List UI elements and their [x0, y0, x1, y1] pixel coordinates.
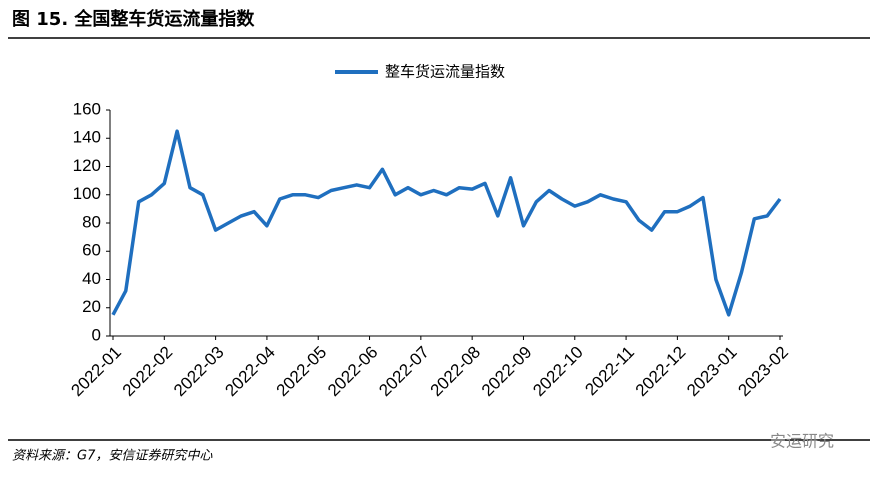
x-tick-label: 2022-02	[119, 343, 177, 401]
y-tick-label: 20	[82, 297, 101, 316]
chart-title: 图 15. 全国整车货运流量指数	[12, 8, 255, 30]
x-tick-label: 2022-01	[67, 343, 125, 401]
x-tick-label: 2023-02	[734, 343, 792, 401]
y-tick-label: 60	[82, 241, 101, 260]
y-tick-label: 40	[82, 269, 101, 288]
x-tick-label: 2022-08	[427, 343, 485, 401]
y-tick-label: 120	[73, 156, 101, 175]
x-tick-label: 2022-11	[581, 343, 638, 400]
y-tick-label: 80	[82, 212, 101, 231]
y-tick-label: 100	[73, 184, 101, 203]
legend-label: 整车货运流量指数	[385, 63, 505, 81]
x-tick-label: 2022-03	[170, 343, 228, 401]
x-tick-label: 2023-01	[683, 343, 741, 401]
y-tick-label: 160	[73, 99, 101, 118]
x-tick-label: 2022-06	[324, 343, 382, 401]
x-tick-label: 2022-05	[273, 343, 331, 401]
y-tick-label: 0	[92, 325, 101, 344]
source: 资料来源：G7，安信证券研究中心	[12, 448, 213, 464]
x-tick-label: 2022-07	[375, 343, 433, 401]
x-tick-label: 2022-10	[529, 343, 587, 401]
x-tick-label: 2022-04	[221, 343, 279, 401]
watermark: 安运研究	[770, 432, 834, 451]
series-line	[111, 129, 782, 317]
x-tick-label: 2022-12	[632, 343, 690, 401]
y-tick-label: 140	[73, 128, 101, 147]
x-tick-label: 2022-09	[478, 343, 536, 401]
